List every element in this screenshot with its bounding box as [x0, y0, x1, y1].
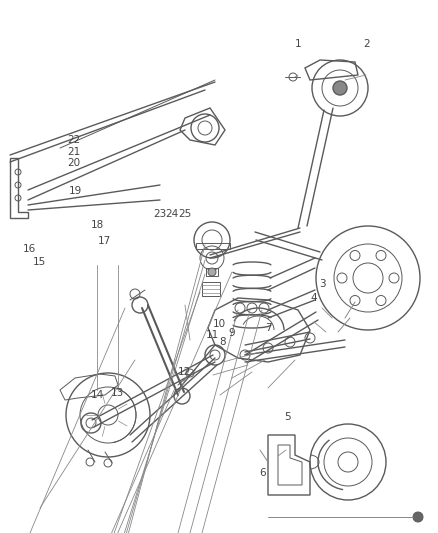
- Text: 9: 9: [228, 328, 235, 338]
- Bar: [205, 268, 218, 276]
- Text: 6: 6: [258, 469, 265, 478]
- Circle shape: [412, 512, 422, 522]
- Text: 7: 7: [265, 323, 272, 333]
- Text: 1: 1: [294, 39, 301, 49]
- Text: 12: 12: [177, 367, 191, 377]
- Text: 10: 10: [212, 319, 226, 328]
- Text: 20: 20: [67, 158, 80, 167]
- Text: 18: 18: [91, 220, 104, 230]
- Bar: [201, 282, 219, 296]
- Text: 5: 5: [283, 412, 290, 422]
- Text: 23: 23: [153, 209, 166, 219]
- Text: 17: 17: [98, 236, 111, 246]
- Circle shape: [332, 81, 346, 95]
- Text: 2: 2: [362, 39, 369, 49]
- Bar: [195, 243, 230, 249]
- Circle shape: [208, 268, 215, 276]
- Text: 21: 21: [67, 147, 80, 157]
- Text: 24: 24: [165, 209, 178, 219]
- Text: 16: 16: [23, 245, 36, 254]
- Text: 4: 4: [310, 294, 317, 303]
- Text: 22: 22: [67, 135, 80, 144]
- Text: 19: 19: [69, 186, 82, 196]
- Text: 13: 13: [111, 389, 124, 398]
- Text: 15: 15: [33, 257, 46, 267]
- Text: 3: 3: [318, 279, 325, 288]
- Text: 25: 25: [177, 209, 191, 219]
- Text: 11: 11: [206, 330, 219, 340]
- Text: 14: 14: [91, 391, 104, 400]
- Text: 8: 8: [219, 337, 226, 347]
